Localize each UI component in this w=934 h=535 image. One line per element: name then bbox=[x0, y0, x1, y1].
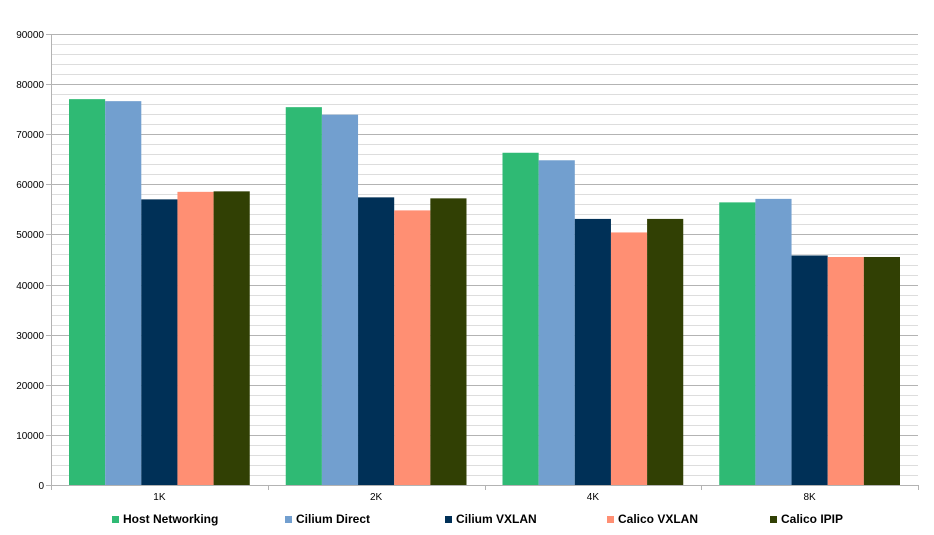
y-tick-label: 90000 bbox=[16, 30, 44, 41]
bar-calico-ipip-4k bbox=[647, 218, 684, 485]
legend-label: Calico IPIP bbox=[781, 512, 843, 526]
bar-cilium-vxlan-2k bbox=[358, 197, 395, 486]
bars bbox=[69, 99, 900, 486]
legend-label: Host Networking bbox=[123, 512, 218, 526]
legend-swatch bbox=[445, 516, 452, 523]
y-tick-label: 20000 bbox=[16, 381, 44, 392]
bar-cilium-direct-8k bbox=[755, 198, 792, 485]
x-tick-label: 1K bbox=[153, 492, 166, 503]
y-tick-label: 30000 bbox=[16, 331, 44, 342]
bar-cilium-direct-2k bbox=[321, 114, 359, 486]
bar-host-networking-4k bbox=[502, 152, 539, 485]
legend-label: Cilium VXLAN bbox=[456, 512, 537, 526]
bar-calico-vxlan-2k bbox=[394, 210, 431, 485]
legend: Host Networking Cilium Direct Cilium VXLAN… bbox=[112, 512, 843, 526]
y-tick-label: 0 bbox=[38, 481, 44, 492]
bar-host-networking-1k bbox=[69, 99, 106, 485]
x-tick-label: 4K bbox=[587, 492, 600, 503]
legend-label: Cilium Direct bbox=[296, 512, 370, 526]
y-tick-label: 40000 bbox=[16, 281, 44, 292]
bar-cilium-vxlan-8k bbox=[791, 255, 828, 485]
bar-calico-ipip-2k bbox=[430, 198, 467, 486]
bar-host-networking-2k bbox=[285, 107, 322, 485]
bar-cilium-direct-1k bbox=[105, 101, 142, 486]
bar-cilium-vxlan-4k bbox=[574, 218, 611, 485]
y-tick-label: 80000 bbox=[16, 80, 44, 91]
y-tick-label: 50000 bbox=[16, 230, 44, 241]
legend-swatch bbox=[285, 516, 292, 523]
y-tick-label: 10000 bbox=[16, 431, 44, 442]
bar-calico-ipip-8k bbox=[863, 256, 900, 485]
legend-label: Calico VXLAN bbox=[618, 512, 698, 526]
x-tick-label: 8K bbox=[803, 492, 816, 503]
bar-calico-vxlan-4k bbox=[610, 232, 648, 485]
bar-cilium-direct-4k bbox=[538, 160, 575, 485]
bar-cilium-vxlan-1k bbox=[141, 199, 178, 485]
y-tick-label: 60000 bbox=[16, 180, 44, 191]
bar-calico-ipip-1k bbox=[213, 191, 250, 485]
x-tick-label: 2K bbox=[370, 492, 383, 503]
legend-swatch bbox=[607, 516, 614, 523]
legend-swatch bbox=[770, 516, 777, 523]
bar-host-networking-8k bbox=[719, 202, 756, 485]
bar-calico-vxlan-1k bbox=[177, 191, 214, 485]
legend-swatch bbox=[112, 516, 119, 523]
bar-calico-vxlan-8k bbox=[827, 256, 864, 485]
y-tick-label: 70000 bbox=[16, 130, 44, 141]
axes: 0 10000 20000 30000 40000 50000 60000 70000 8000… bbox=[16, 30, 919, 503]
